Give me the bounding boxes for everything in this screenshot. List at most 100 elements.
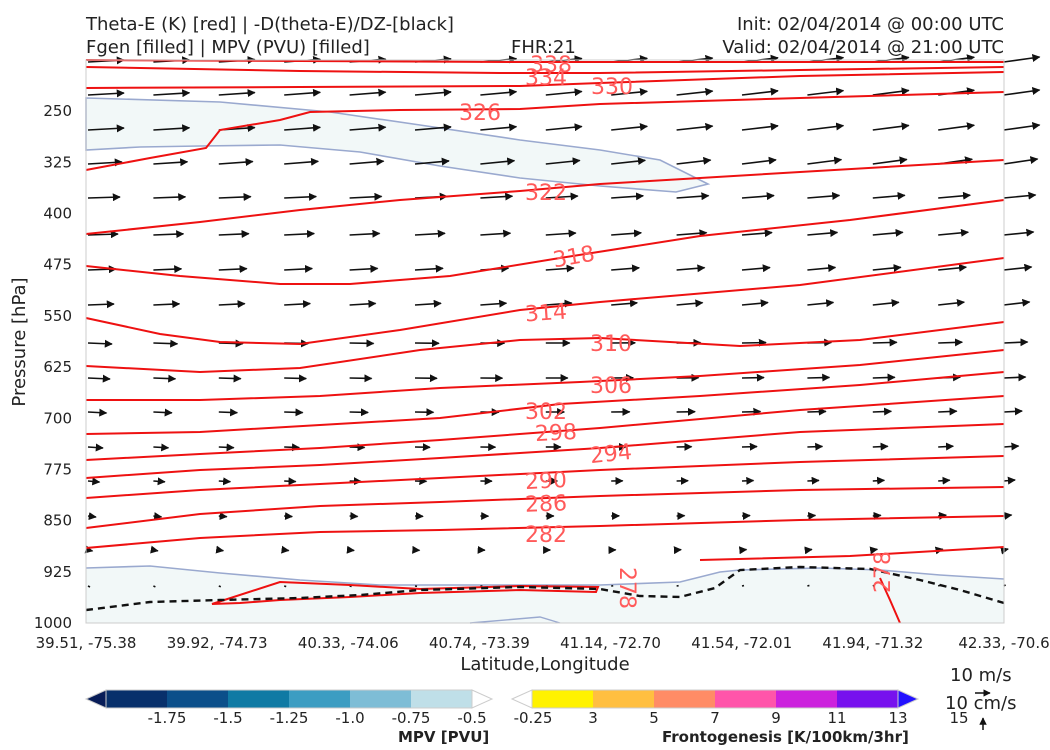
stability-dashed-contour	[85, 565, 1005, 612]
wind-vector	[349, 192, 383, 201]
init-time: Init: 02/04/2014 @ 00:00 UTC	[736, 14, 1004, 35]
wind-vector	[349, 123, 387, 132]
wind-vector	[480, 123, 518, 132]
wind-vector	[545, 264, 575, 273]
wind-vector	[872, 156, 908, 165]
x-tick-label: 41.14, -72.70	[560, 634, 661, 652]
theta-e-label: 290	[524, 468, 567, 495]
colorbar-tick-label: -1.5	[213, 709, 242, 727]
wind-vector	[218, 193, 252, 202]
wind-vector	[87, 193, 121, 202]
wind-vector	[676, 264, 706, 273]
wind-vector	[872, 584, 876, 587]
wind-vector	[1003, 407, 1023, 416]
theta-e-label: 286	[525, 491, 568, 517]
wind-vector	[1003, 156, 1039, 165]
y-tick-labels: 250 325 400 475 550 625 700 775 850 925 1000	[34, 102, 72, 632]
wind-vector	[1003, 338, 1029, 347]
theta-e-label: 282	[525, 523, 567, 548]
wind-vector	[545, 229, 577, 238]
wind-vector	[872, 476, 886, 485]
wind-vector	[545, 123, 583, 132]
wind-vector	[284, 157, 319, 166]
y-tick-label: 1000	[34, 614, 72, 632]
wind-vector	[150, 545, 159, 554]
y-tick-label: 625	[43, 358, 72, 376]
wind-vector	[807, 476, 820, 485]
colorbar-swatch	[654, 690, 715, 708]
wind-vector	[807, 87, 845, 96]
wind-vector	[218, 443, 235, 452]
wind-vector	[153, 265, 183, 274]
wind-vector	[676, 192, 710, 201]
wind-vector	[872, 263, 902, 272]
wind-vector	[938, 228, 969, 237]
wind-vector	[414, 229, 446, 238]
wind-vector	[611, 157, 646, 166]
wind-vector	[872, 191, 906, 200]
colorbar-swatch	[776, 690, 837, 708]
wind-vector	[872, 338, 898, 347]
wind-vector	[741, 299, 769, 308]
valid-time: Valid: 02/04/2014 @ 21:00 UTC	[722, 37, 1004, 58]
theta-e-label: 326	[459, 101, 501, 126]
wind-vector	[807, 511, 817, 520]
theta-e-label: 310	[590, 332, 632, 357]
wind-vector	[807, 192, 841, 200]
theta-e-334	[85, 66, 1005, 74]
wind-vector	[284, 374, 307, 383]
wind-vector	[872, 373, 896, 382]
y-axis-label: Pressure [hPa]	[9, 277, 30, 406]
wind-vector	[153, 408, 173, 417]
wind-vector	[938, 191, 971, 200]
plot-frame	[85, 59, 1005, 624]
wind-vector	[284, 477, 297, 486]
y-tick-label: 775	[43, 460, 72, 478]
y-tick-label: 550	[43, 307, 72, 325]
wind-vector	[480, 229, 512, 238]
y-tick-label: 400	[43, 205, 72, 223]
colorbar-extend-min	[84, 689, 107, 709]
wind-vector	[414, 264, 444, 273]
theta-e-282b	[699, 546, 1005, 561]
wind-vector	[153, 512, 163, 521]
theta-e-306	[86, 349, 1005, 401]
wind-vector	[611, 123, 648, 132]
wind-vector	[676, 87, 714, 96]
wind-vector	[218, 230, 250, 239]
wind-vector	[872, 122, 910, 131]
x-tick-label: 40.33, -74.06	[298, 634, 399, 652]
colorbar-swatch	[837, 690, 898, 708]
wind-vector	[872, 299, 900, 308]
x-tick-label: 41.94, -71.32	[822, 634, 923, 652]
wind-vector	[153, 230, 185, 239]
theta-e-294	[85, 423, 1005, 479]
wind-vector	[938, 442, 954, 451]
wind-vector	[218, 158, 254, 167]
theta-e-290	[85, 455, 1005, 499]
colorbar-swatch	[350, 690, 411, 708]
theta-e-302	[85, 371, 1005, 435]
colorbar-swatch	[228, 690, 289, 708]
theta-e-label: 322	[525, 181, 567, 206]
wind-vector	[284, 123, 321, 132]
colorbar-swatch	[715, 690, 776, 708]
wind-vector	[414, 157, 450, 166]
wind-vector	[807, 264, 837, 273]
colorbar-extend-max	[897, 689, 920, 709]
x-tick-label: 41.54, -72.01	[691, 634, 792, 652]
wind-vector	[414, 88, 452, 97]
wind-vector	[545, 157, 581, 166]
theta-e-314	[85, 257, 1005, 346]
theta-e-label: 294	[589, 440, 633, 469]
wind-vector	[87, 124, 125, 133]
wind-vector	[611, 192, 644, 201]
wind-vector	[676, 299, 704, 308]
wind-vector	[414, 299, 442, 308]
wind-vector	[218, 339, 244, 348]
colorbar-tick-label: -0.25	[514, 709, 553, 727]
theta-e-label: 330	[591, 75, 633, 100]
wind-vector	[349, 157, 385, 166]
wind-vector	[938, 338, 963, 347]
wind-vector	[807, 299, 835, 308]
